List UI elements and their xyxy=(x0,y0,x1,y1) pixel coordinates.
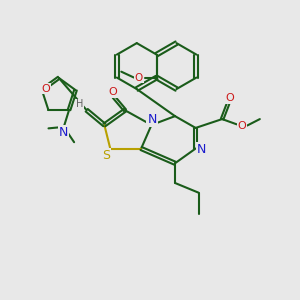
Text: O: O xyxy=(108,87,117,97)
Text: O: O xyxy=(41,84,50,94)
Text: N: N xyxy=(197,142,206,156)
Text: N: N xyxy=(147,113,157,126)
Text: N: N xyxy=(59,126,68,139)
Text: O: O xyxy=(135,73,143,82)
Text: O: O xyxy=(225,94,234,103)
Text: O: O xyxy=(238,121,246,130)
Text: S: S xyxy=(102,148,110,161)
Text: H: H xyxy=(76,99,83,110)
